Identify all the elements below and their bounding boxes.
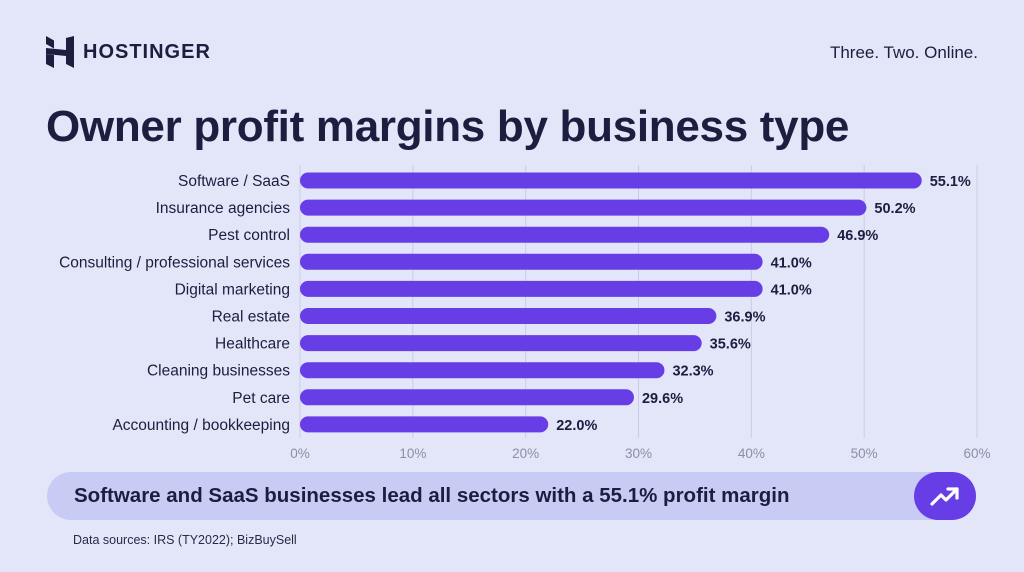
data-label: 46.9% xyxy=(837,228,878,244)
callout-text: Software and SaaS businesses lead all se… xyxy=(74,484,790,507)
data-label: 36.9% xyxy=(724,310,765,326)
bar xyxy=(300,199,867,216)
brand-name: HOSTINGER xyxy=(83,40,211,63)
bar xyxy=(300,362,665,379)
category-label: Cleaning businesses xyxy=(147,363,290,380)
category-label: Real estate xyxy=(212,309,290,326)
category-label: Accounting / bookkeeping xyxy=(112,417,290,434)
category-label: Pet care xyxy=(232,390,290,407)
x-tick-label: 40% xyxy=(738,446,765,461)
bar xyxy=(300,335,702,352)
chart-title: Owner profit margins by business type xyxy=(46,102,850,151)
data-label: 32.3% xyxy=(672,364,713,380)
bar-chart: 0% 10% 20% 30% 40% 50% 60% Software / SaaS 55.1%… xyxy=(59,165,991,461)
category-label: Pest control xyxy=(208,227,290,244)
bar xyxy=(300,416,549,433)
x-tick-label: 0% xyxy=(290,446,310,461)
category-label: Healthcare xyxy=(215,336,290,353)
data-label: 50.2% xyxy=(874,201,915,217)
x-tick-label: 60% xyxy=(963,446,990,461)
bar xyxy=(300,226,830,243)
category-label: Digital marketing xyxy=(175,281,290,298)
data-label: 55.1% xyxy=(930,174,971,190)
bar xyxy=(300,172,922,189)
data-label: 22.0% xyxy=(556,418,597,434)
data-label: 35.6% xyxy=(710,337,751,353)
tagline: Three. Two. Online. xyxy=(829,43,978,62)
data-label: 29.6% xyxy=(642,391,683,407)
bar xyxy=(300,308,717,324)
x-tick-label: 10% xyxy=(399,446,426,461)
category-label: Insurance agencies xyxy=(156,200,291,217)
trending-up-icon[interactable] xyxy=(914,472,976,520)
insight-callout: Software and SaaS businesses lead all se… xyxy=(47,472,976,520)
hostinger-h-logo-icon xyxy=(46,36,74,68)
bar xyxy=(300,389,634,406)
brand-logo[interactable]: HOSTINGER xyxy=(46,36,211,68)
data-label: 41.0% xyxy=(771,255,812,271)
x-tick-label: 50% xyxy=(851,446,878,461)
category-label: Consulting / professional services xyxy=(59,254,290,271)
bar xyxy=(300,253,763,270)
header: HOSTINGER Three. Two. Online. xyxy=(46,36,978,72)
bar xyxy=(300,280,763,297)
x-tick-label: 20% xyxy=(512,446,539,461)
category-label: Software / SaaS xyxy=(178,173,290,190)
data-source: Data sources: IRS (TY2022); BizBuySell xyxy=(73,533,297,547)
data-label: 41.0% xyxy=(771,282,812,298)
x-tick-label: 30% xyxy=(625,446,652,461)
